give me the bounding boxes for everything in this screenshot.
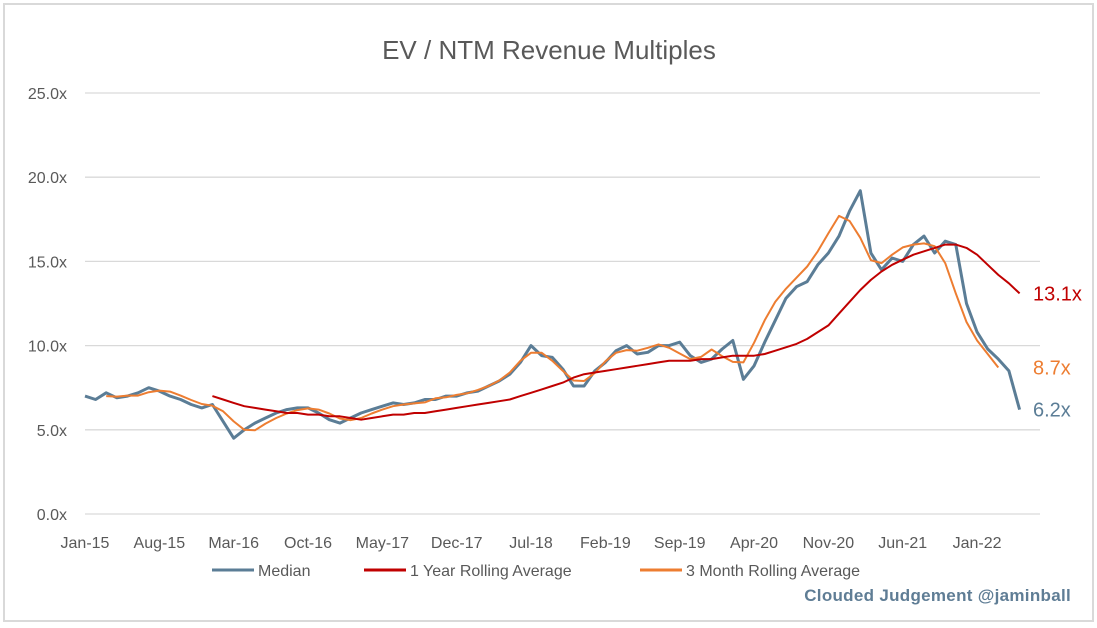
x-tick-label: Feb-19 (580, 535, 631, 552)
x-tick-label: Aug-15 (134, 535, 186, 552)
x-tick-label: Oct-16 (284, 535, 332, 552)
x-tick-label: Apr-20 (730, 535, 778, 552)
chart-title: EV / NTM Revenue Multiples (382, 35, 716, 65)
legend-label: Median (258, 563, 310, 580)
x-tick-label: Jun-21 (878, 535, 927, 552)
x-tick-label: Jan-15 (61, 535, 110, 552)
x-tick-label: Mar-16 (208, 535, 259, 552)
y-tick-label: 0.0x (37, 507, 67, 524)
x-tick-label: Jul-18 (509, 535, 553, 552)
end-value-label: 8.7x (1033, 357, 1071, 379)
y-tick-label: 20.0x (28, 170, 67, 187)
x-tick-label: Nov-20 (803, 535, 855, 552)
watermark: Clouded Judgement @jaminball (804, 586, 1071, 605)
y-tick-label: 15.0x (28, 254, 67, 271)
x-tick-label: Dec-17 (431, 535, 483, 552)
legend-label: 1 Year Rolling Average (410, 563, 572, 580)
x-tick-label: Sep-19 (654, 535, 706, 552)
y-tick-label: 10.0x (28, 339, 67, 356)
y-tick-label: 5.0x (37, 423, 67, 440)
chart-frame (3, 3, 1094, 622)
end-value-label: 13.1x (1033, 283, 1082, 305)
series-line-median (84, 189, 1022, 440)
x-tick-label: Jan-22 (953, 535, 1002, 552)
x-tick-label: May-17 (356, 535, 409, 552)
series-line-1-year-rolling-average (212, 243, 1021, 421)
legend-label: 3 Month Rolling Average (686, 563, 860, 580)
y-tick-label: 25.0x (28, 86, 67, 103)
series-line-3-month-rolling-average (106, 214, 1000, 432)
end-value-label: 6.2x (1033, 400, 1071, 422)
